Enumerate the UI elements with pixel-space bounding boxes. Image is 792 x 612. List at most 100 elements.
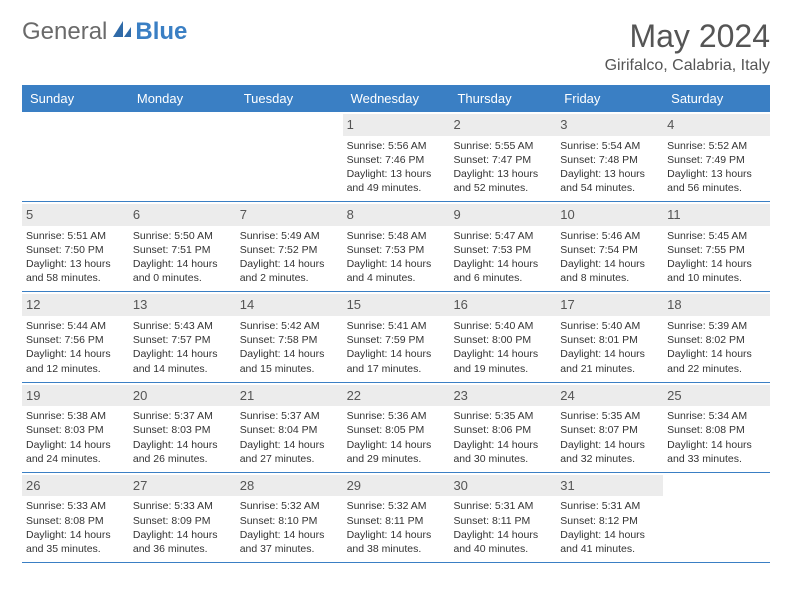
day-number: 12: [22, 294, 129, 316]
sunrise-text: Sunrise: 5:48 AM: [347, 229, 446, 243]
sunrise-text: Sunrise: 5:35 AM: [453, 409, 552, 423]
sunset-text: Sunset: 8:11 PM: [453, 514, 552, 528]
day-number: 21: [236, 385, 343, 407]
day1-text: Daylight: 14 hours: [133, 528, 232, 542]
day-number: 8: [343, 204, 450, 226]
sunrise-text: Sunrise: 5:41 AM: [347, 319, 446, 333]
sunset-text: Sunset: 8:01 PM: [560, 333, 659, 347]
sunrise-text: Sunrise: 5:36 AM: [347, 409, 446, 423]
sunset-text: Sunset: 7:48 PM: [560, 153, 659, 167]
day-number: 2: [449, 114, 556, 136]
day2-text: and 8 minutes.: [560, 271, 659, 285]
logo: General Blue: [22, 18, 187, 46]
day1-text: Daylight: 13 hours: [453, 167, 552, 181]
day1-text: Daylight: 14 hours: [560, 257, 659, 271]
day-number: 28: [236, 475, 343, 497]
calendar-cell: 30Sunrise: 5:31 AMSunset: 8:11 PMDayligh…: [449, 473, 556, 562]
calendar-cell: 3Sunrise: 5:54 AMSunset: 7:48 PMDaylight…: [556, 112, 663, 201]
sunset-text: Sunset: 8:04 PM: [240, 423, 339, 437]
day2-text: and 56 minutes.: [667, 181, 766, 195]
day-number: 25: [663, 385, 770, 407]
day-number: 6: [129, 204, 236, 226]
day2-text: and 19 minutes.: [453, 362, 552, 376]
sunrise-text: Sunrise: 5:37 AM: [133, 409, 232, 423]
day2-text: and 58 minutes.: [26, 271, 125, 285]
day1-text: Daylight: 14 hours: [240, 257, 339, 271]
sunset-text: Sunset: 8:08 PM: [667, 423, 766, 437]
day1-text: Daylight: 14 hours: [347, 257, 446, 271]
day1-text: Daylight: 14 hours: [133, 257, 232, 271]
day1-text: Daylight: 14 hours: [26, 347, 125, 361]
day2-text: and 54 minutes.: [560, 181, 659, 195]
sunset-text: Sunset: 7:50 PM: [26, 243, 125, 257]
sunset-text: Sunset: 7:54 PM: [560, 243, 659, 257]
sunrise-text: Sunrise: 5:46 AM: [560, 229, 659, 243]
day-number: 26: [22, 475, 129, 497]
location-text: Girifalco, Calabria, Italy: [605, 57, 770, 75]
calendar-cell: 20Sunrise: 5:37 AMSunset: 8:03 PMDayligh…: [129, 383, 236, 472]
day2-text: and 41 minutes.: [560, 542, 659, 556]
day2-text: and 32 minutes.: [560, 452, 659, 466]
sunrise-text: Sunrise: 5:33 AM: [133, 499, 232, 513]
day1-text: Daylight: 14 hours: [667, 438, 766, 452]
day2-text: and 38 minutes.: [347, 542, 446, 556]
sunset-text: Sunset: 7:53 PM: [347, 243, 446, 257]
day-header: Tuesday: [236, 85, 343, 112]
day1-text: Daylight: 14 hours: [453, 528, 552, 542]
day-header: Wednesday: [343, 85, 450, 112]
calendar-cell: 1Sunrise: 5:56 AMSunset: 7:46 PMDaylight…: [343, 112, 450, 201]
day2-text: and 14 minutes.: [133, 362, 232, 376]
sunset-text: Sunset: 8:07 PM: [560, 423, 659, 437]
sunset-text: Sunset: 8:03 PM: [133, 423, 232, 437]
sunrise-text: Sunrise: 5:42 AM: [240, 319, 339, 333]
day2-text: and 33 minutes.: [667, 452, 766, 466]
day1-text: Daylight: 14 hours: [133, 347, 232, 361]
day-number: 29: [343, 475, 450, 497]
day1-text: Daylight: 14 hours: [347, 438, 446, 452]
sunrise-text: Sunrise: 5:31 AM: [453, 499, 552, 513]
calendar-cell: 31Sunrise: 5:31 AMSunset: 8:12 PMDayligh…: [556, 473, 663, 562]
day-number: 11: [663, 204, 770, 226]
calendar-week: 12Sunrise: 5:44 AMSunset: 7:56 PMDayligh…: [22, 292, 770, 382]
calendar-week: 1Sunrise: 5:56 AMSunset: 7:46 PMDaylight…: [22, 112, 770, 202]
day-number: 19: [22, 385, 129, 407]
day2-text: and 17 minutes.: [347, 362, 446, 376]
calendar-cell: 17Sunrise: 5:40 AMSunset: 8:01 PMDayligh…: [556, 292, 663, 381]
calendar-cell: 26Sunrise: 5:33 AMSunset: 8:08 PMDayligh…: [22, 473, 129, 562]
sunrise-text: Sunrise: 5:35 AM: [560, 409, 659, 423]
day1-text: Daylight: 13 hours: [667, 167, 766, 181]
day1-text: Daylight: 14 hours: [240, 438, 339, 452]
day2-text: and 15 minutes.: [240, 362, 339, 376]
sunrise-text: Sunrise: 5:49 AM: [240, 229, 339, 243]
calendar-cell: 15Sunrise: 5:41 AMSunset: 7:59 PMDayligh…: [343, 292, 450, 381]
sunrise-text: Sunrise: 5:50 AM: [133, 229, 232, 243]
day1-text: Daylight: 14 hours: [453, 347, 552, 361]
day1-text: Daylight: 13 hours: [347, 167, 446, 181]
day1-text: Daylight: 13 hours: [560, 167, 659, 181]
day-number: 18: [663, 294, 770, 316]
calendar-cell-empty: [129, 112, 236, 201]
day-number: 5: [22, 204, 129, 226]
day2-text: and 35 minutes.: [26, 542, 125, 556]
sunset-text: Sunset: 8:11 PM: [347, 514, 446, 528]
sunset-text: Sunset: 7:49 PM: [667, 153, 766, 167]
day2-text: and 2 minutes.: [240, 271, 339, 285]
day1-text: Daylight: 14 hours: [240, 347, 339, 361]
day1-text: Daylight: 14 hours: [26, 528, 125, 542]
sunset-text: Sunset: 8:12 PM: [560, 514, 659, 528]
day-number: 20: [129, 385, 236, 407]
day-number: 13: [129, 294, 236, 316]
day2-text: and 37 minutes.: [240, 542, 339, 556]
sunrise-text: Sunrise: 5:38 AM: [26, 409, 125, 423]
logo-text-blue: Blue: [135, 18, 187, 46]
day-number: 16: [449, 294, 556, 316]
calendar-cell: 29Sunrise: 5:32 AMSunset: 8:11 PMDayligh…: [343, 473, 450, 562]
day-number: 7: [236, 204, 343, 226]
day2-text: and 0 minutes.: [133, 271, 232, 285]
day-number: 1: [343, 114, 450, 136]
day2-text: and 49 minutes.: [347, 181, 446, 195]
calendar-cell: 21Sunrise: 5:37 AMSunset: 8:04 PMDayligh…: [236, 383, 343, 472]
calendar-cell-empty: [236, 112, 343, 201]
calendar-cell: 2Sunrise: 5:55 AMSunset: 7:47 PMDaylight…: [449, 112, 556, 201]
day1-text: Daylight: 14 hours: [560, 528, 659, 542]
